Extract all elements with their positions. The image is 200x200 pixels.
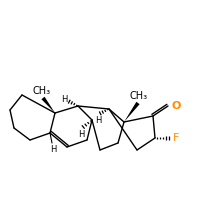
Polygon shape <box>124 102 140 122</box>
Text: CH₃: CH₃ <box>33 86 51 96</box>
Text: CH₃: CH₃ <box>130 91 148 101</box>
Polygon shape <box>41 97 55 113</box>
Text: H: H <box>61 96 67 104</box>
Text: H: H <box>78 130 84 139</box>
Text: H: H <box>50 145 56 154</box>
Text: O: O <box>171 101 180 111</box>
Text: F: F <box>173 133 179 143</box>
Text: H: H <box>95 116 101 125</box>
